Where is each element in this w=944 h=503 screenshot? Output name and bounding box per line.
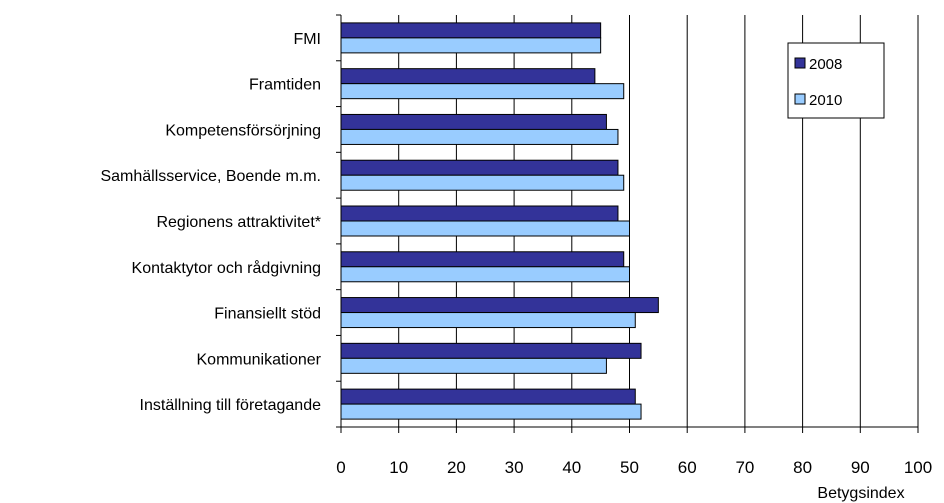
bar-2010-1 xyxy=(340,83,625,100)
x-tick-label-40: 40 xyxy=(562,458,581,477)
bar-2010-2 xyxy=(340,128,619,145)
x-tick-label-20: 20 xyxy=(447,458,466,477)
category-labels: FMI Framtiden Kompetensförsörjning Samhälls… xyxy=(100,31,321,414)
legend-label-2008: 2008 xyxy=(809,56,842,73)
bar-2008-8 xyxy=(340,388,636,405)
x-axis-title: Betygsindex xyxy=(817,485,904,502)
tick-labels: 0 10 20 30 40 50 60 70 80 90 100 xyxy=(336,458,932,477)
x-tick-label-60: 60 xyxy=(678,458,697,477)
x-tick-label-70: 70 xyxy=(735,458,754,477)
bar-2010-7 xyxy=(340,357,607,374)
category-label-3: Samhällsservice, Boende m.m. xyxy=(100,168,321,185)
bar-2008-7 xyxy=(340,342,642,359)
bar-2010-6 xyxy=(340,312,636,329)
bar-2008-2 xyxy=(340,113,607,130)
category-label-2: Kompetensförsörjning xyxy=(165,122,321,139)
category-label-6: Finansiellt stöd xyxy=(214,306,321,323)
x-tick-label-50: 50 xyxy=(620,458,639,477)
bar-2008-0 xyxy=(340,22,602,39)
legend-label-2010: 2010 xyxy=(809,92,842,109)
bar-2008-4 xyxy=(340,205,619,222)
bar-2010-5 xyxy=(340,266,630,283)
legend-swatch-2010 xyxy=(794,93,806,105)
bar-2008-6 xyxy=(340,297,659,314)
bar-2008-1 xyxy=(340,68,596,85)
category-label-8: Inställning till företagande xyxy=(140,397,322,414)
bar-2010-4 xyxy=(340,220,630,237)
bars xyxy=(340,22,659,420)
bar-2010-0 xyxy=(340,37,602,54)
category-label-0: FMI xyxy=(293,31,321,48)
legend-swatch-2008 xyxy=(794,57,806,69)
x-tick-label-90: 90 xyxy=(851,458,870,477)
x-tick-label-30: 30 xyxy=(505,458,524,477)
bar-2010-3 xyxy=(340,174,625,191)
bar-2008-5 xyxy=(340,251,625,268)
axes xyxy=(336,14,919,433)
legend: 2008 2010 xyxy=(787,42,885,119)
category-label-7: Kommunikationer xyxy=(197,351,322,368)
x-tick-label-100: 100 xyxy=(904,458,932,477)
bar-2010-8 xyxy=(340,403,642,420)
category-label-1: Framtiden xyxy=(249,77,321,94)
bar-2008-3 xyxy=(340,159,619,176)
x-tick-label-10: 10 xyxy=(389,458,408,477)
legend-box xyxy=(787,42,885,119)
x-tick-label-80: 80 xyxy=(793,458,812,477)
x-tick-label-0: 0 xyxy=(336,458,345,477)
category-label-5: Kontaktytor och rådgivning xyxy=(132,259,321,277)
category-label-4: Regionens attraktivitet* xyxy=(156,214,321,231)
